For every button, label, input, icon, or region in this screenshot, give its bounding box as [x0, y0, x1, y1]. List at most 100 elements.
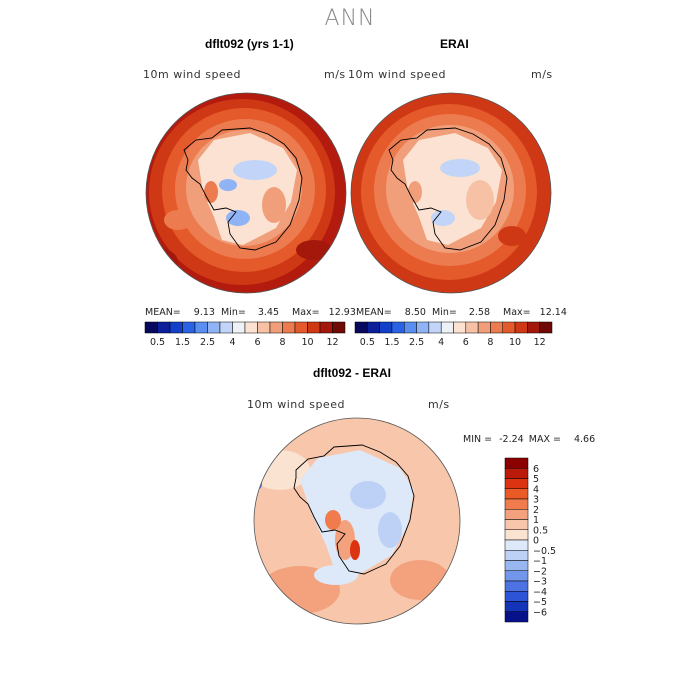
panel3-colorbar-swatch	[504, 498, 529, 510]
panel2-colorbar-swatch	[490, 321, 503, 334]
panel1-max-value: 12.93	[328, 307, 356, 318]
panel3-title: dflt092 - ERAI	[313, 366, 392, 380]
panel3-colorbar-swatch	[504, 478, 529, 489]
panel3-colorbar-swatch	[504, 519, 529, 530]
panel3-min-value: -2.24	[499, 434, 524, 445]
panel2-max-value: 12.14	[539, 307, 567, 318]
panel3-colorbar-swatch	[504, 570, 529, 582]
panel2-map-border	[350, 92, 552, 294]
panel1-colorbar-tick-label: 4	[229, 337, 235, 348]
panel2-colorbar: 0.5 1.5 2.5 4 6 8 10 12	[354, 321, 553, 348]
panel3-colorbar-tick-label: −1	[533, 556, 547, 567]
panel1-mean-label: MEAN=	[145, 307, 181, 318]
panel2-colorbar-tick-label: 10	[509, 337, 521, 348]
panel1-colorbar-tick-label: 10	[301, 337, 313, 348]
panel1-title: dflt092 (yrs 1-1)	[205, 37, 294, 51]
panel3-colorbar-tick-label: 0.5	[533, 525, 548, 536]
panel1-max-label: Max=	[292, 307, 320, 318]
panel1-colorbar-swatch	[194, 321, 208, 334]
panel2-colorbar-swatch	[354, 321, 368, 334]
panel1-colorbar-tick-label: 6	[254, 337, 260, 348]
panel2-colorbar-tick-label: 12	[534, 337, 546, 348]
panel1-colorbar-swatch	[282, 321, 296, 334]
panel2-mean-value: 8.50	[404, 307, 426, 318]
panel1-colorbar-tick-label: 1.5	[175, 337, 190, 348]
panel1-colorbar-swatch	[332, 321, 346, 334]
panel2-stats: MEAN= 8.50 Min= 2.58 Max= 12.14	[356, 307, 567, 318]
panel3-colorbar-tick-label: −3	[533, 577, 547, 588]
panel1-stats: MEAN= 9.13 Min= 3.45 Max= 12.93	[145, 307, 356, 318]
panel3-colorbar-tick-label: −6	[533, 607, 547, 618]
panel1-colorbar-tick-label: 12	[326, 337, 338, 348]
panel2-colorbar-swatch	[539, 321, 553, 334]
panel2-title: ERAI	[440, 37, 469, 51]
panel2-colorbar-swatch	[527, 321, 540, 334]
panel2-colorbar-swatch	[367, 321, 380, 334]
panel1-colorbar-swatch	[219, 321, 233, 334]
panel3-map-border	[253, 417, 461, 625]
panel3-colorbar-swatch	[504, 488, 529, 500]
panel2-colorbar-swatch	[514, 321, 528, 334]
panel2-colorbar-swatch	[440, 321, 454, 334]
panel3-colorbar-swatch	[504, 529, 529, 541]
panel1-colorbar-swatch	[319, 321, 333, 334]
panel1-colorbar-swatch	[257, 321, 271, 334]
panel2-colorbar-swatch	[465, 321, 479, 334]
panel1-colorbar-swatch	[182, 321, 196, 334]
panel2-units-label: m/s	[531, 68, 553, 81]
panel1-map	[146, 93, 346, 293]
panel3-stats: MIN = -2.24 MAX = 4.66	[463, 434, 595, 445]
panel3-colorbar-tick-label: −4	[533, 587, 547, 598]
panel3-colorbar-tick-label: 5	[533, 474, 539, 485]
panel3-colorbar-tick-label: −5	[533, 597, 547, 608]
panel3-colorbar-tick-label: 1	[533, 515, 539, 526]
panel1-min-value: 3.45	[257, 307, 279, 318]
panel2-colorbar-swatch	[416, 321, 430, 334]
panel1-colorbar-swatch	[294, 321, 308, 334]
panel2-colorbar-swatch	[391, 321, 405, 334]
panel1-colorbar: 0.5 1.5 2.5 4 6 8 10 12	[144, 321, 346, 348]
panel3-colorbar-swatch	[504, 550, 529, 561]
panel3-colorbar-tick-label: 0	[533, 536, 539, 547]
panel2-colorbar-swatch	[502, 321, 516, 334]
panel2-min-label: Min=	[431, 307, 457, 318]
panel3-variable-label: 10m wind speed	[247, 398, 345, 411]
panel2-colorbar-swatch	[379, 321, 393, 334]
panel1-colorbar-swatch	[307, 321, 321, 334]
panel3-colorbar-swatch	[504, 560, 529, 571]
panel2-colorbar-tick-label: 1.5	[384, 337, 399, 348]
panel3-colorbar-swatch	[504, 601, 529, 612]
panel1-min-label: Min=	[220, 307, 246, 318]
panel3-min-label: MIN =	[463, 434, 493, 445]
panel3-max-label: MAX =	[528, 434, 561, 445]
panel1-units-label: m/s	[324, 68, 346, 81]
panel1-colorbar-swatch	[144, 321, 158, 334]
panel2-mean-label: MEAN=	[356, 307, 392, 318]
panel1-colorbar-swatch	[232, 321, 246, 334]
panel3-colorbar-tick-label: −0.5	[533, 546, 556, 557]
panel3-colorbar-tick-label: 2	[533, 505, 539, 516]
panel1-colorbar-tick-label: 8	[279, 337, 285, 348]
panel2-colorbar-tick-label: 6	[463, 337, 469, 348]
panel1-colorbar-tick-label: 2.5	[200, 337, 215, 348]
panel3-colorbar-swatch	[504, 539, 529, 551]
panel2-max-label: Max=	[503, 307, 531, 318]
panel2-colorbar-swatch	[404, 321, 417, 334]
panel3-colorbar-tick-label: 3	[533, 495, 539, 506]
panel2-colorbar-swatch	[428, 321, 442, 334]
panel2-map	[351, 93, 551, 293]
panel2-variable-label: 10m wind speed	[348, 68, 446, 81]
panel3-map	[254, 418, 460, 624]
panel3-colorbar-tick-label: 6	[533, 464, 539, 475]
panel3-colorbar-tick-label: −2	[533, 566, 547, 577]
panel3-colorbar-swatch	[504, 468, 529, 479]
panel1-colorbar-swatch	[157, 321, 171, 334]
panel3-colorbar-swatch	[504, 509, 529, 520]
panel2-colorbar-tick-label: 8	[487, 337, 493, 348]
panel2-colorbar-tick-label: 4	[438, 337, 444, 348]
panel2-colorbar-swatch	[477, 321, 491, 334]
panel3-colorbar-swatch	[504, 591, 529, 602]
panel3-units-label: m/s	[428, 398, 450, 411]
